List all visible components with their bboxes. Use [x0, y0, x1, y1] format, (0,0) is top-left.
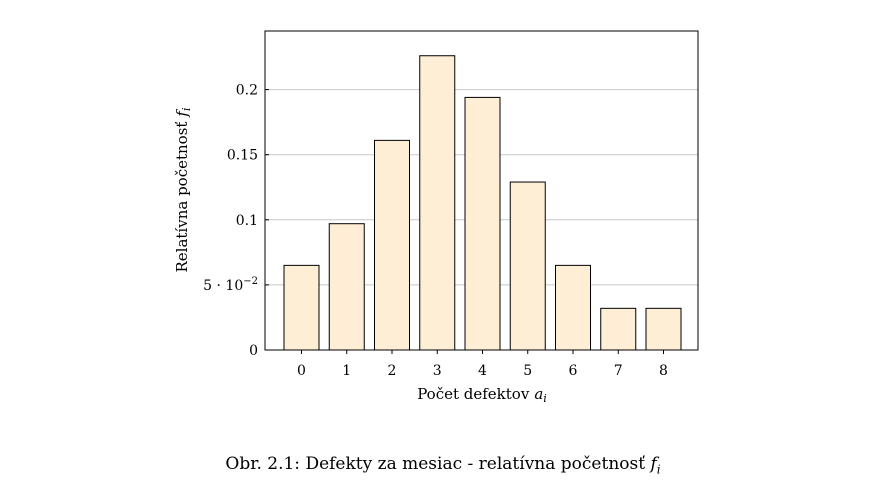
x-axis-label: Počet defektov ai — [417, 385, 547, 405]
bars — [283, 55, 682, 351]
x-tick-label: 0 — [297, 363, 306, 379]
x-tick-label: 4 — [478, 363, 487, 379]
y-tick-label: 5 · 10−2 — [203, 276, 258, 294]
caption-text: Obr. 2.1: Defekty za mesiac - relatívna … — [225, 454, 646, 474]
y-ticks: 0 5 · 10−2 0.1 0.15 0.2 — [203, 83, 269, 359]
y-tick-label: 0.1 — [236, 213, 258, 229]
figure-caption: Obr. 2.1: Defekty za mesiac - relatívna … — [0, 454, 886, 476]
bar-4 — [464, 96, 501, 351]
y-axis-label: Relatívna početnosťfi — [173, 107, 193, 272]
bar-2 — [374, 139, 410, 351]
y-tick-label: 0.2 — [236, 83, 258, 99]
x-tick-label: 3 — [433, 363, 442, 379]
plot-frame — [264, 30, 699, 351]
x-tick-label: 5 — [523, 363, 532, 379]
x-tick-label: 1 — [342, 363, 351, 379]
x-tick-label: 6 — [569, 363, 578, 379]
x-tick-label: 8 — [659, 363, 668, 379]
caption-sub: i — [656, 462, 661, 477]
bar-5 — [509, 181, 546, 351]
x-tick-label: 7 — [614, 363, 623, 379]
x-ticks: 0 1 2 3 4 5 6 7 8 — [297, 350, 668, 379]
caption-var: f — [650, 454, 657, 474]
y-tick-label: 0.15 — [227, 148, 258, 164]
y-tick-label: 0 — [249, 343, 258, 359]
bar-6 — [555, 264, 591, 351]
bar-7 — [600, 307, 637, 351]
bar-0 — [283, 264, 320, 351]
bar-1 — [328, 223, 365, 351]
x-tick-label: 2 — [388, 363, 397, 379]
bar-8 — [645, 307, 682, 351]
bar-3 — [419, 55, 456, 351]
bar-chart: 0 5 · 10−2 0.1 0.15 0.2 0 1 2 3 4 5 6 7 8 Počet defe… — [173, 30, 699, 405]
